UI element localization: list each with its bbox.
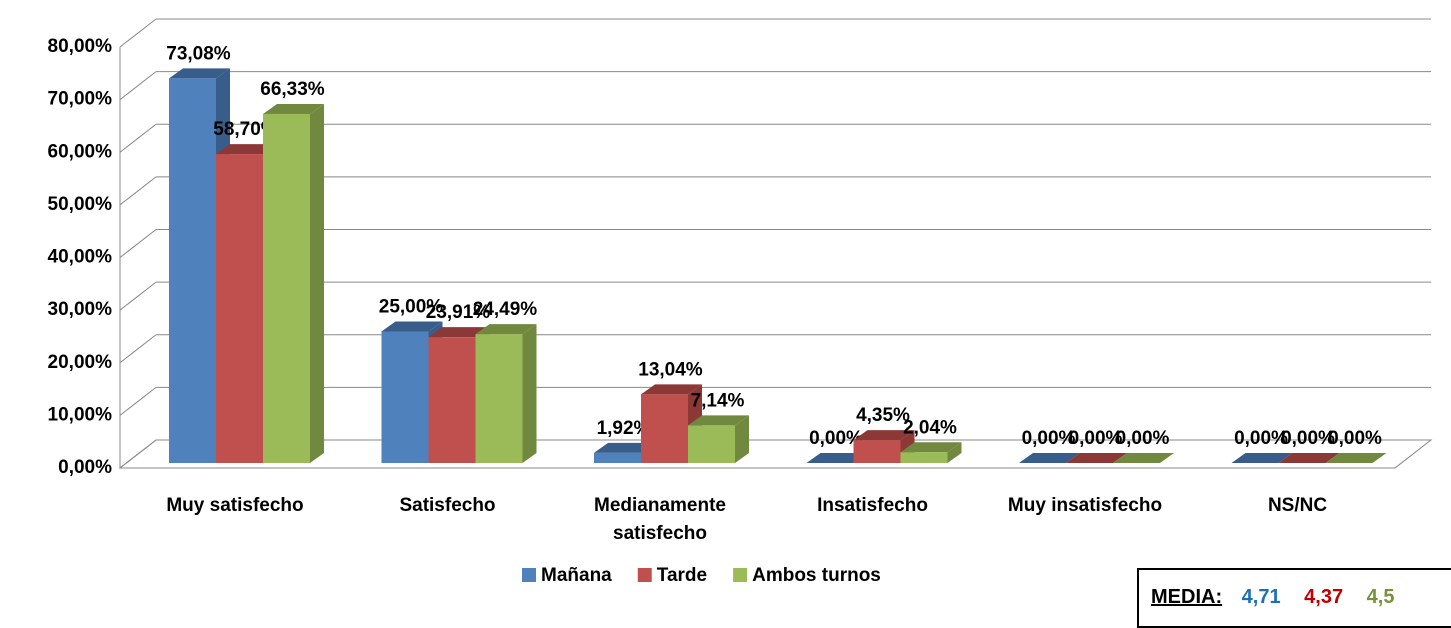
media-value: 4,5 [1366,586,1395,608]
bar-top [263,103,324,114]
value-label: 0,00% [1069,428,1123,449]
value-label: 24,49% [473,299,538,320]
x-tick-label: NS/NC [1267,495,1328,516]
grid-line [119,18,157,48]
grid-line [119,281,157,311]
value-label: 0,00% [809,428,863,449]
media-box: MEDIA: 4,71 4,37 4,5 [1137,568,1451,628]
chart: 0,00% 10,00% 20,00% 30,00% 40,00% 50,00% 60,00… [48,18,1433,586]
bar [216,154,263,463]
legend-swatch [733,568,748,582]
value-label: 0,00% [1116,428,1170,449]
page: 0,00% 10,00% 20,00% 30,00% 40,00% 50,00% 60,00… [47,18,1451,628]
media-value: 4,71 [1241,586,1281,608]
bar [641,394,688,463]
bar-top [1231,453,1293,463]
value-label: 0,00% [1022,428,1076,449]
y-tick-label: 20,00% [48,352,113,373]
bar-top [381,321,443,332]
y-tick-label: 30,00% [48,299,113,320]
legend-label: Mañana [541,565,612,586]
bar-top [806,453,868,463]
value-label: 73,08% [166,43,231,64]
y-tick-label: 60,00% [48,141,113,162]
y-tick-label: 50,00% [48,194,113,215]
grid-line [119,334,157,364]
value-label: 0,00% [1234,428,1288,449]
x-tick-label: Muy satisfecho [166,495,304,516]
bar-top [900,442,962,453]
x-tick-label: Muy insatisfecho [1007,495,1163,516]
grid-line [119,439,157,469]
value-label: 25,00% [379,296,444,317]
y-tick-label: 70,00% [48,89,113,110]
bar-top [853,430,915,441]
bar-top [594,442,655,453]
value-label: 0,00% [1281,428,1335,449]
y-tick-label: 0,00% [58,457,112,478]
legend-label: Ambos turnos [752,565,881,586]
value-label: 2,04% [903,417,957,438]
bar-top [475,324,537,335]
grid-line [119,386,157,416]
bar-side [310,103,324,463]
y-tick-label: 40,00% [48,247,113,268]
value-label: 1,92% [597,418,651,439]
bar-top [688,415,749,426]
value-label: 66,33% [260,79,325,100]
grid-line [119,71,157,101]
value-label: 4,35% [856,405,910,426]
bar [900,452,948,463]
y-tick-label: 80,00% [48,36,113,57]
value-label: 58,70% [213,119,278,140]
bar-top [428,327,490,338]
bar [428,337,476,463]
grid-line [119,229,157,258]
bar [475,334,523,463]
bar [263,113,310,463]
bar-top [1019,453,1080,463]
legend-label: Tarde [657,565,707,586]
bar-top [1325,453,1387,463]
bar-top [216,144,277,155]
bar-side [947,442,962,463]
x-tick-label: Insatisfecho [817,495,928,516]
bar-side [522,324,537,463]
legend-swatch [637,568,652,582]
media-value: 4,37 [1304,586,1344,608]
bar [169,78,216,463]
x-tick-label: Medianamente satisfecho [594,495,726,544]
x-tick-label: Satisfecho [399,495,496,516]
bar-top [1066,453,1127,463]
bar-top [641,384,702,395]
grid-line [119,176,157,206]
bar-top [1113,453,1174,463]
bar [853,440,901,463]
value-label: 13,04% [638,359,703,380]
bar [381,331,429,463]
value-label: 0,00% [1328,428,1382,449]
y-tick-label: 10,00% [48,404,113,425]
bar [688,425,735,463]
value-label: 23,91% [426,302,491,323]
bar [594,452,641,463]
media-label: MEDIA: [1151,586,1223,608]
bar-top [1278,453,1340,463]
grid-line [119,123,157,153]
bar-top [169,68,230,79]
legend-swatch [522,568,536,582]
value-label: 7,14% [691,390,745,411]
bar-side [735,415,749,463]
